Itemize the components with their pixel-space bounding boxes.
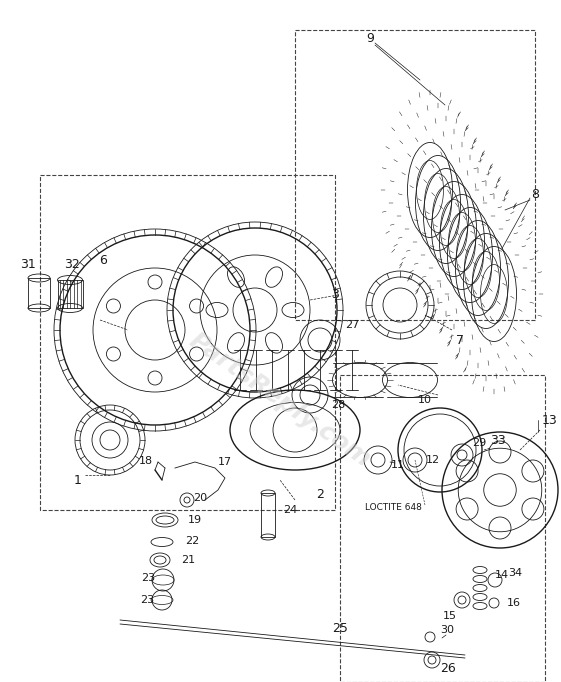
Text: 27: 27	[345, 320, 359, 330]
Text: 9: 9	[366, 31, 374, 44]
Text: 28: 28	[331, 400, 345, 410]
Text: 20: 20	[193, 493, 207, 503]
Text: 29: 29	[472, 438, 486, 448]
Text: 12: 12	[426, 455, 440, 465]
Text: LOCTITE 648: LOCTITE 648	[365, 503, 422, 512]
Text: 25: 25	[332, 621, 348, 634]
Text: 23: 23	[140, 595, 154, 605]
Text: 8: 8	[531, 188, 539, 201]
Text: PartsReply.com: PartsReply.com	[185, 328, 375, 472]
Text: 10: 10	[418, 395, 432, 405]
Text: 1: 1	[74, 473, 82, 486]
Text: 2: 2	[316, 488, 324, 501]
Text: 32: 32	[64, 258, 80, 271]
Text: 11: 11	[391, 460, 405, 470]
Text: 21: 21	[181, 555, 195, 565]
Text: 26: 26	[440, 662, 456, 674]
Text: 31: 31	[20, 258, 36, 271]
Text: 18: 18	[139, 456, 153, 466]
Bar	[28, 278, 50, 308]
Text: 22: 22	[185, 536, 199, 546]
Text: 30: 30	[440, 625, 454, 635]
Text: 33: 33	[490, 434, 506, 447]
Text: 7: 7	[456, 333, 464, 346]
Text: 6: 6	[99, 254, 107, 267]
Text: 23: 23	[141, 573, 155, 583]
Text: 34: 34	[508, 568, 522, 578]
Text: 15: 15	[443, 611, 457, 621]
Text: 19: 19	[188, 515, 202, 525]
Text: 17: 17	[218, 457, 232, 467]
Bar	[261, 493, 275, 537]
Text: 14: 14	[495, 570, 509, 580]
Bar	[58, 280, 83, 308]
Text: 13: 13	[542, 413, 558, 426]
Text: 16: 16	[507, 598, 521, 608]
Text: 3: 3	[331, 288, 339, 301]
Text: 24: 24	[283, 505, 297, 515]
